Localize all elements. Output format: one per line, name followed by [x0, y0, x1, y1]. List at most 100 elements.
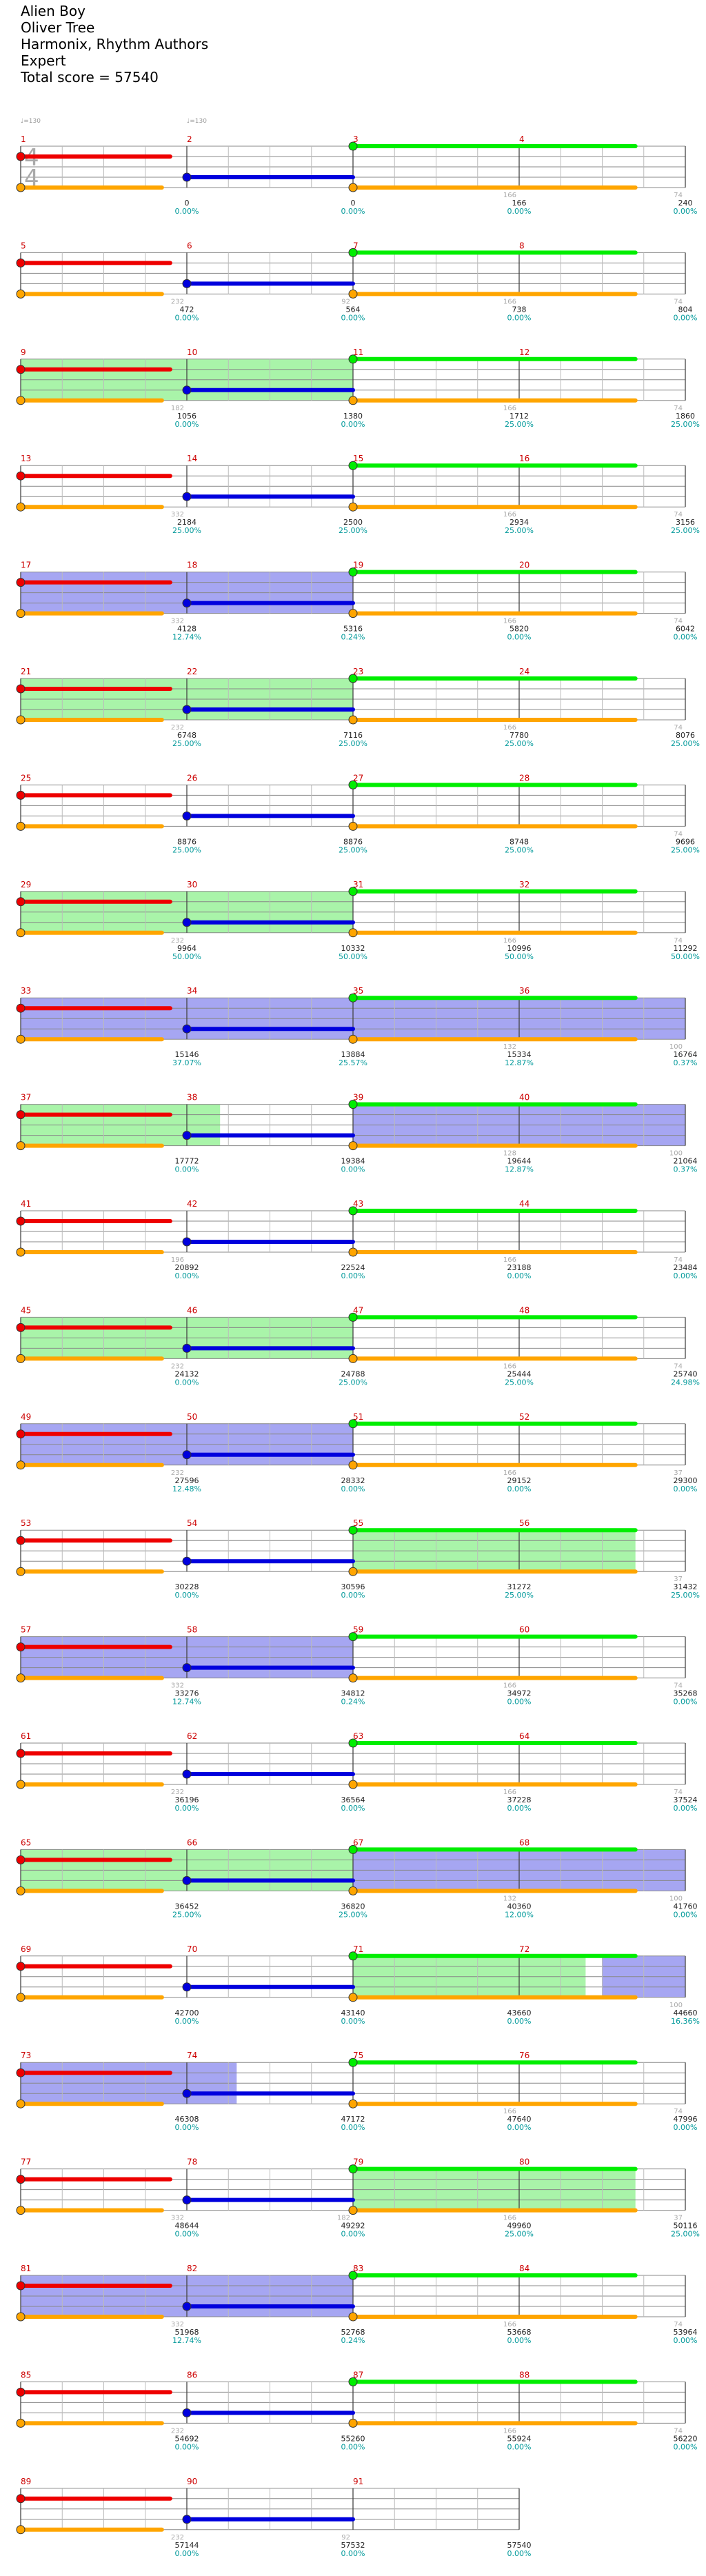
measure-tick-count: 132	[503, 1895, 516, 1902]
note-head	[16, 684, 26, 694]
measure-number: 73	[21, 2051, 31, 2060]
measure-number: 45	[21, 1305, 31, 1315]
measure-tick-count: 100	[669, 1150, 683, 1158]
measure-score: 19384	[341, 1157, 365, 1166]
measure-score: 15334	[507, 1050, 532, 1059]
measure-score: 42700	[175, 2009, 199, 2017]
note-head	[182, 2515, 192, 2524]
measure-tick-count: 232	[171, 2534, 184, 2542]
measure-tick-count: 74	[674, 1362, 683, 1370]
measure-score: 27596	[175, 1476, 199, 1485]
measure-score: 23484	[674, 1263, 698, 1272]
note-head	[16, 1141, 26, 1151]
bpm-marker: ♩=130	[21, 118, 41, 125]
measure-number: 87	[353, 2370, 363, 2379]
note-head	[182, 2089, 192, 2098]
measure-number: 42	[187, 1199, 197, 1209]
measure-score: 10996	[507, 944, 532, 953]
song-title: Alien Boy	[21, 3, 85, 19]
measure-number: 25	[21, 773, 31, 783]
measure-tick-count: 332	[171, 511, 184, 519]
measure-number: 16	[519, 454, 530, 463]
measure-tick-count: 232	[171, 298, 184, 305]
measure-number: 80	[519, 2157, 530, 2167]
measure-score: 9696	[676, 837, 695, 846]
measure-percent: 0.00%	[341, 1165, 365, 1174]
measure-percent: 0.00%	[674, 2442, 698, 2451]
note-head	[16, 897, 26, 907]
note-head	[16, 289, 26, 299]
measure-number: 4	[519, 134, 525, 144]
measure-percent: 25.00%	[671, 526, 700, 535]
measure-score: 46308	[175, 2115, 199, 2124]
measure-number: 33	[21, 986, 31, 996]
note-head	[348, 1951, 358, 1961]
measure-tick-count: 74	[674, 937, 683, 945]
measure-percent: 12.74%	[172, 1698, 201, 1707]
measure-tick-count: 74	[674, 2321, 683, 2328]
measure-score: 16764	[674, 1050, 698, 1059]
note-head	[348, 1993, 358, 2002]
note-head	[182, 1131, 192, 1140]
measure-percent: 0.00%	[175, 1804, 199, 1813]
measure-number: 28	[519, 773, 530, 783]
measure-number: 9	[21, 348, 26, 357]
measure-score: 53668	[507, 2328, 532, 2337]
measure-score: 166	[512, 199, 527, 208]
measure-tick-count: 100	[669, 1043, 683, 1051]
measure-score: 31432	[674, 1582, 698, 1591]
measure-percent: 0.00%	[175, 313, 199, 322]
measure-number: 83	[353, 2264, 363, 2273]
measure-number: 70	[187, 1944, 197, 1954]
measure-percent: 0.00%	[175, 1271, 199, 1280]
note-head	[348, 1738, 358, 1748]
note-head	[182, 598, 192, 608]
measure-number: 11	[353, 348, 363, 357]
note-head	[16, 2281, 26, 2291]
measure-percent: 0.00%	[341, 313, 365, 322]
note-head	[348, 1673, 358, 1683]
chart-row: 77332486440.00%78182492920.00%7916649960…	[16, 2157, 700, 2239]
measure-score: 43660	[507, 2009, 532, 2017]
measure-number: 52	[519, 1412, 530, 1422]
measure-score: 55924	[507, 2434, 532, 2443]
measure-tick-count: 100	[669, 1895, 683, 1902]
note-head	[348, 674, 358, 683]
measure-number: 85	[21, 2370, 31, 2379]
note-head	[16, 2068, 26, 2077]
measure-number: 27	[353, 773, 363, 783]
note-head	[16, 1642, 26, 1652]
measure-score: 20892	[175, 1263, 199, 1272]
measure-number: 6	[187, 241, 192, 250]
measure-tick-count: 166	[503, 1682, 516, 1690]
measure-tick-count: 37	[674, 2215, 683, 2222]
chart-row: 918210560.00%1013800.00%11166171225.00%1…	[16, 348, 700, 429]
note-head	[348, 141, 358, 151]
measure-score: 40360	[507, 1902, 532, 1911]
measure-score: 47996	[674, 2115, 698, 2124]
measure-score: 738	[512, 305, 527, 314]
measure-number: 53	[21, 1518, 31, 1528]
measure-percent: 12.87%	[505, 1165, 534, 1174]
measure-number: 58	[187, 1625, 197, 1635]
note-head	[182, 705, 192, 714]
measure-number: 2	[187, 134, 192, 144]
measure-number: 31	[353, 880, 363, 889]
measure-percent: 25.57%	[339, 1058, 367, 1067]
measure-percent: 0.00%	[175, 2442, 199, 2451]
measure-tick-count: 74	[674, 618, 683, 625]
note-head	[182, 1237, 192, 1247]
note-head	[16, 502, 26, 512]
note-head	[348, 1525, 358, 1535]
note-head	[348, 1312, 358, 1322]
measure-percent: 0.00%	[341, 207, 365, 216]
measure-score: 13884	[341, 1050, 365, 1059]
chart-row: 53302280.00%54305960.00%553127225.00%563…	[16, 1518, 700, 1600]
measure-number: 3	[353, 134, 359, 144]
measure-number: 60	[519, 1625, 530, 1635]
measure-tick-count: 232	[171, 1362, 184, 1370]
measure-score: 51968	[175, 2328, 199, 2337]
note-head	[182, 172, 192, 182]
note-head	[348, 1354, 358, 1363]
measure-percent: 0.00%	[674, 1485, 698, 1493]
